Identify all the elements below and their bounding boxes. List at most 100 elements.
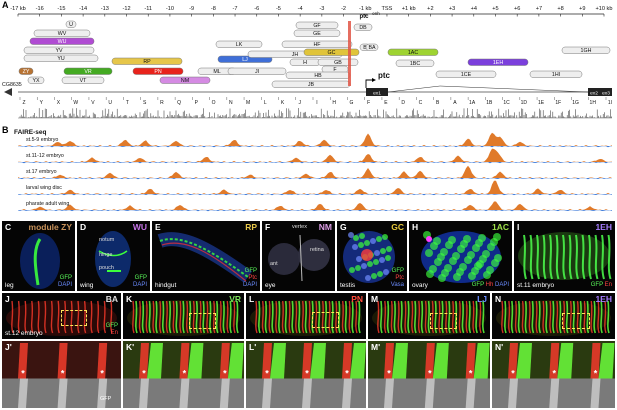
kb-tick-label: -1 kb — [359, 6, 371, 12]
micrograph-shape — [392, 343, 408, 379]
micrograph-shape — [77, 300, 80, 334]
micrograph-shape — [103, 300, 107, 334]
micrograph-texture — [20, 233, 60, 289]
micrograph-shape — [364, 240, 370, 246]
fragment-letter: P — [195, 100, 199, 106]
micrograph-shape — [148, 300, 152, 334]
kb-tick-label: +9 — [579, 6, 585, 12]
micrograph-shape — [138, 300, 142, 334]
micrograph-shape — [172, 300, 176, 334]
micrograph-shape — [604, 300, 607, 334]
annotation-vertex: vertex — [292, 224, 307, 230]
micrograph-shape — [219, 300, 223, 334]
micrograph-shape — [448, 236, 456, 244]
micrograph-shape — [161, 242, 247, 282]
micrograph-shape — [377, 300, 380, 334]
micrograph-shape — [295, 300, 298, 334]
micrograph-shape — [324, 300, 328, 334]
micrograph-shape — [348, 232, 354, 238]
panel-f-module-label: NM — [318, 222, 332, 232]
construct-box-vr — [63, 67, 113, 75]
micrograph-shape — [159, 300, 162, 334]
micrograph-shape — [361, 249, 373, 261]
construct-label: 1HI — [552, 72, 560, 78]
faire-peak-3 — [18, 180, 612, 194]
kb-tick-label: -7 — [233, 6, 238, 12]
micrograph-shape — [385, 255, 391, 261]
micrograph-shape — [558, 300, 562, 334]
fragment-letter: Y — [40, 100, 44, 106]
fragment-letter: N — [229, 100, 233, 106]
micrograph-shape — [598, 343, 615, 379]
micrograph-shape — [588, 234, 592, 280]
micrograph-shape — [549, 343, 560, 379]
panel-c-image: C module ZY leg GFP DAPI — [2, 221, 75, 291]
construct-box-db — [353, 23, 373, 31]
micrograph-shape — [202, 300, 206, 334]
micrograph-shape — [380, 300, 383, 334]
micrograph-shape — [397, 300, 401, 334]
micrograph-shape — [379, 257, 385, 263]
panel-letter-lp: L' — [249, 342, 257, 352]
micrograph-texture: * * * — [368, 341, 490, 408]
construct-box-yu — [23, 54, 99, 62]
micrograph-shape — [590, 378, 601, 408]
construct-label: ML — [213, 69, 220, 75]
faire-peak-1 — [18, 148, 612, 162]
micrograph-shape — [542, 234, 547, 280]
construct-box-1ce — [435, 70, 497, 78]
micrograph-shape — [359, 233, 365, 239]
construct-label: GF — [313, 23, 321, 29]
panel-letter-j: J — [5, 294, 10, 304]
construct-label: HB — [314, 73, 322, 79]
kb-tick-label: +8 — [557, 6, 563, 12]
gene-ptc-label: ptc — [378, 71, 391, 80]
fragment-letter: J — [299, 100, 302, 106]
micrograph-shape — [555, 234, 560, 280]
faire-track-label: pharate adult wing — [26, 201, 69, 207]
micrograph-texture — [157, 232, 253, 283]
construct-label: 1AC — [408, 50, 418, 56]
construct-box-ba — [365, 43, 379, 51]
panel-letter-l: L — [249, 294, 255, 304]
micrograph-shape — [37, 300, 41, 334]
panel-letter-kp: K' — [126, 342, 135, 352]
micrograph-shape — [440, 248, 448, 256]
micrograph-shape — [445, 300, 448, 334]
channel-gfp: GFP — [391, 268, 404, 274]
micrograph-shape — [607, 234, 612, 280]
micrograph-shape — [404, 300, 407, 334]
fragment-letter: 1G — [572, 100, 579, 106]
kb-tick-label: -6 — [254, 6, 259, 12]
panel-j-module-label: BA — [105, 294, 118, 304]
fragment-letter: 1F — [555, 100, 561, 106]
micrograph-shape — [110, 300, 113, 334]
fragment-letter: R — [160, 100, 164, 106]
asterisk-marker: * — [511, 369, 515, 379]
micrograph-shape — [44, 300, 47, 334]
micrograph-shape — [179, 300, 182, 334]
micrograph-shape — [159, 238, 249, 278]
construct-box-gf — [295, 21, 339, 29]
construct-box-pn — [132, 67, 184, 75]
micrograph-shape — [504, 300, 507, 334]
construct-label: LK — [236, 42, 243, 48]
zoom-region-box — [312, 312, 339, 328]
micrograph-texture: * * * — [123, 341, 244, 408]
panel-e-tissue: hindgut — [155, 282, 177, 289]
panel-i-tissue: st.11 embryo — [517, 282, 555, 289]
panel-j-tissue: st.12 embryo — [5, 330, 43, 337]
kb-tick-label: -9 — [189, 6, 194, 12]
micrograph-shape — [342, 378, 352, 408]
asterisk-marker: * — [21, 369, 25, 379]
construct-label: VR — [84, 69, 92, 75]
kb-tick-label: +6 — [514, 6, 520, 12]
micrograph-shape — [298, 300, 301, 334]
channel-hh: Hh — [485, 282, 494, 288]
micrograph-shape — [552, 300, 555, 334]
micrograph-shape — [434, 300, 438, 334]
micrograph-shape — [459, 263, 467, 271]
kb-tick-label: +1 kb — [402, 6, 416, 12]
micrograph-shape — [328, 300, 332, 334]
micrograph-shape — [310, 343, 326, 379]
